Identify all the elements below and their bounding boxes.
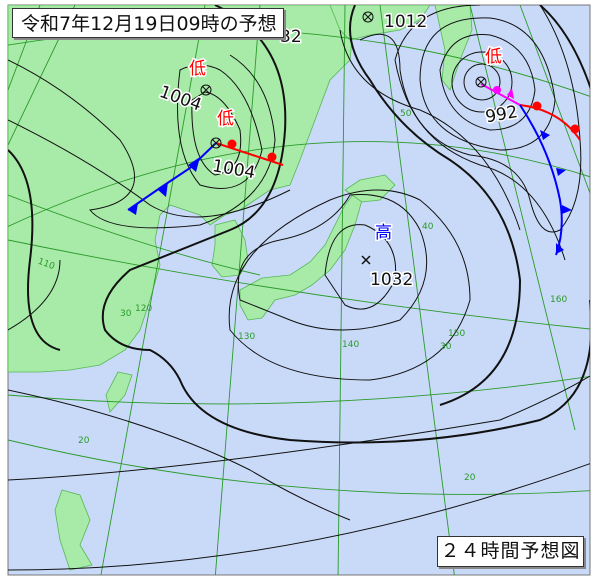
land (8, 5, 473, 571)
low-center-marker (200, 84, 212, 96)
grid-label: 30 (120, 309, 132, 319)
grid-label: 30 (440, 342, 452, 352)
low-center-marker (210, 137, 222, 149)
low-center-marker (475, 76, 487, 88)
front-west-cold (127, 142, 217, 215)
pressure-label: 1012 (384, 12, 427, 32)
grid-label: 160 (550, 295, 567, 305)
pressure-label: 1032 (370, 270, 413, 290)
grid-label: 140 (342, 340, 359, 350)
hokkaido (344, 174, 396, 203)
grid-label: 50 (400, 109, 412, 119)
grid-label: 40 (422, 222, 434, 232)
asian-continent (8, 5, 356, 373)
high-label: 高 (375, 223, 392, 243)
low-label: 低 (217, 109, 234, 129)
isobars (8, 5, 590, 571)
low-label: 低 (485, 47, 502, 67)
forecast-type-label: ２４時間予想図 (437, 536, 584, 567)
grid-label: 150 (448, 329, 465, 339)
front-west-warm (215, 139, 284, 166)
low-center-marker (362, 11, 374, 23)
grid-label: 20 (464, 473, 476, 483)
forecast-title: 令和7年12月19日09時の予想 (12, 8, 284, 38)
grid-label: 20 (78, 436, 90, 446)
thick-isobars (8, 5, 590, 444)
philippines (54, 489, 93, 571)
low-label: 低 (189, 59, 206, 79)
front-east-cold (519, 104, 572, 256)
grid-label: 130 (238, 332, 255, 342)
northeast-land (329, 5, 431, 41)
high-center-marker (361, 255, 371, 265)
grid-label: 120 (135, 304, 152, 314)
front-east-occluded (480, 83, 521, 106)
isobar-label: 32 (280, 27, 302, 47)
front-east-warm (519, 101, 581, 141)
